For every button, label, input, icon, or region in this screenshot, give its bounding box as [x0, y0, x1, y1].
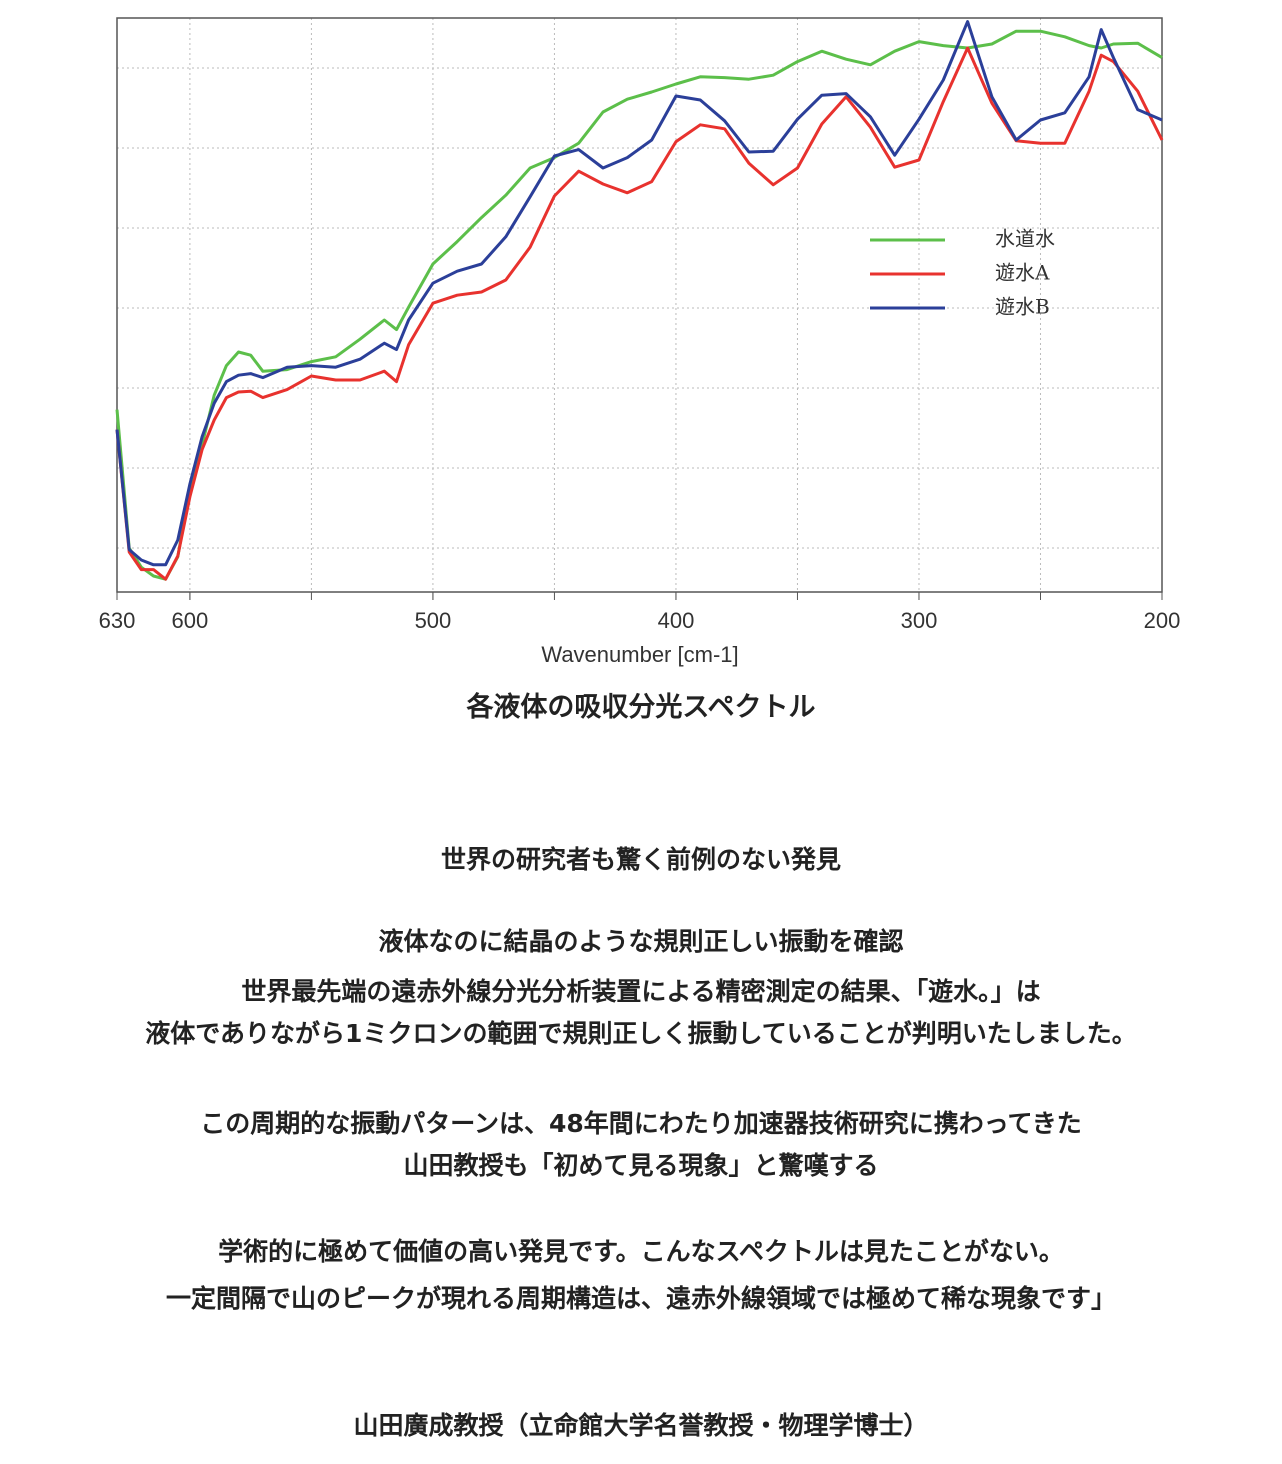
heading: 世界の研究者も驚く前例のない発見 [440, 845, 841, 874]
series-line [115, 46, 1164, 581]
series-line [115, 20, 1163, 567]
plot-frame [116, 17, 1163, 593]
x-tick-label: 400 [658, 608, 695, 633]
x-tick-label: 630 [99, 608, 136, 633]
legend-label: 水道水 [995, 227, 1055, 251]
x-tick-label: 600 [172, 608, 209, 633]
x-tick-label: 300 [901, 608, 938, 633]
text-line: 山田教授も「初めて見る現象」と驚嘆する [403, 1151, 879, 1180]
chart: Wavenumber [cm-1] 630 600 500 400 300 200 水道水遊… [99, 17, 1181, 667]
text-line: 液体でありながら1ミクロンの範囲で規則正しく振動していることが判明いたしました。 [145, 1019, 1137, 1048]
signature: 山田廣成教授（立命館大学名誉教授・物理学博士） [353, 1411, 929, 1440]
legend-label: 遊水B [995, 295, 1050, 319]
text-line: この周期的な振動パターンは、48年間にわたり加速器技術研究に携わってきた [200, 1109, 1082, 1138]
text-line: 一定間隔で山のピークが現れる周期構造は、遠赤外線領域では極めて稀な現象です」 [165, 1284, 1116, 1313]
legend-label: 遊水A [995, 261, 1050, 285]
x-tick-label: 500 [415, 608, 452, 633]
x-axis-label: Wavenumber [cm-1] [541, 642, 738, 667]
text-line: 世界最先端の遠赤外線分光分析装置による精密測定の結果、「遊水。」は [241, 977, 1041, 1006]
series-line [115, 29, 1163, 581]
caption: 各液体の吸収分光スペクトル [466, 692, 816, 723]
text-line: 学術的に極めて価値の高い発見です。こんなスペクトルは見たことがない。 [218, 1237, 1064, 1266]
x-tick-label: 200 [1144, 608, 1181, 633]
text-line: 液体なのに結晶のような規則正しい振動を確認 [378, 927, 904, 956]
